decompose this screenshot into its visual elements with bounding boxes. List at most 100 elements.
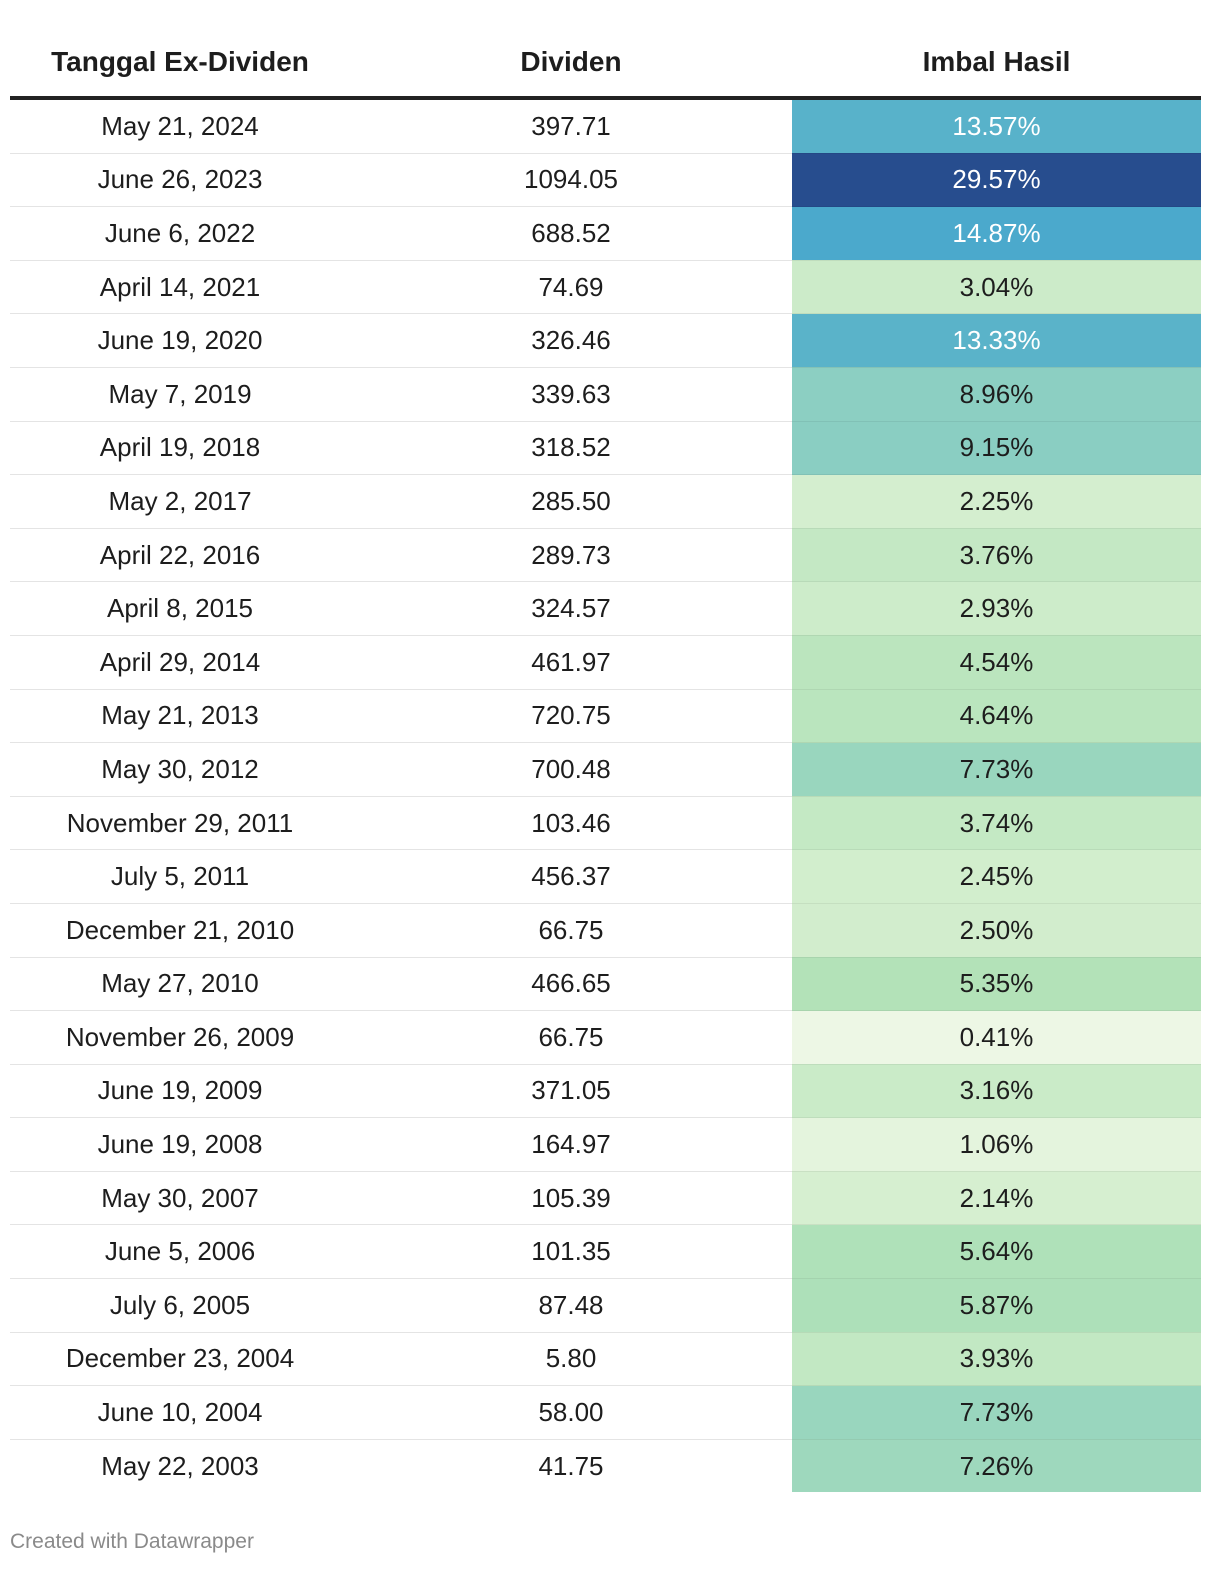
cell-dividend: 164.97: [350, 1117, 792, 1172]
cell-yield-heat: 13.33%: [792, 313, 1201, 368]
cell-yield-heat: 2.25%: [792, 474, 1201, 529]
table-row: June 26, 2023 1094.05 29.57%: [10, 152, 1201, 207]
cell-ex-dividend-date: June 6, 2022: [10, 206, 350, 261]
cell-yield-heat: 7.26%: [792, 1438, 1201, 1493]
dividend-table: Tanggal Ex-Dividen Dividen Imbal Hasil M…: [10, 28, 1201, 1493]
cell-yield-heat: 5.35%: [792, 956, 1201, 1011]
cell-ex-dividend-date: May 7, 2019: [10, 366, 350, 422]
cell-dividend: 688.52: [350, 206, 792, 261]
cell-ex-dividend-date: July 6, 2005: [10, 1278, 350, 1333]
cell-ex-dividend-date: May 30, 2012: [10, 742, 350, 797]
cell-ex-dividend-date: May 2, 2017: [10, 474, 350, 529]
cell-dividend: 456.37: [350, 849, 792, 904]
cell-ex-dividend-date: May 30, 2007: [10, 1170, 350, 1225]
cell-ex-dividend-date: May 21, 2013: [10, 688, 350, 743]
table-row: May 7, 2019 339.63 8.96%: [10, 366, 1201, 422]
cell-yield-heat: 3.93%: [792, 1331, 1201, 1386]
cell-dividend: 285.50: [350, 474, 792, 529]
cell-dividend: 461.97: [350, 634, 792, 690]
cell-ex-dividend-date: May 27, 2010: [10, 956, 350, 1011]
cell-dividend: 66.75: [350, 1010, 792, 1065]
table-row: April 19, 2018 318.52 9.15%: [10, 420, 1201, 475]
cell-ex-dividend-date: December 21, 2010: [10, 902, 350, 957]
cell-yield-heat: 3.04%: [792, 259, 1201, 314]
table-row: July 5, 2011 456.37 2.45%: [10, 849, 1201, 904]
cell-dividend: 101.35: [350, 1224, 792, 1279]
table-row: June 19, 2020 326.46 13.33%: [10, 313, 1201, 368]
cell-yield-heat: 2.14%: [792, 1170, 1201, 1225]
table-row: May 30, 2012 700.48 7.73%: [10, 742, 1201, 797]
cell-dividend: 1094.05: [350, 152, 792, 207]
cell-ex-dividend-date: April 14, 2021: [10, 259, 350, 314]
cell-dividend: 74.69: [350, 259, 792, 314]
cell-yield-heat: 2.93%: [792, 581, 1201, 636]
table-row: December 21, 2010 66.75 2.50%: [10, 902, 1201, 957]
cell-dividend: 289.73: [350, 527, 792, 582]
cell-ex-dividend-date: April 22, 2016: [10, 527, 350, 582]
cell-ex-dividend-date: April 8, 2015: [10, 581, 350, 636]
cell-yield-heat: 0.41%: [792, 1010, 1201, 1065]
cell-dividend: 339.63: [350, 366, 792, 422]
table-row: November 29, 2011 103.46 3.74%: [10, 795, 1201, 850]
cell-yield-heat: 7.73%: [792, 742, 1201, 797]
table-row: April 29, 2014 461.97 4.54%: [10, 634, 1201, 690]
cell-ex-dividend-date: November 29, 2011: [10, 795, 350, 850]
cell-dividend: 397.71: [531, 110, 611, 141]
cell-ex-dividend-date: June 19, 2009: [10, 1063, 350, 1118]
cell-yield-heat: 4.54%: [792, 634, 1201, 690]
cell-dividend: 324.57: [350, 581, 792, 636]
cell-ex-dividend-date: May 22, 2003: [10, 1438, 350, 1493]
cell-ex-dividend-date: April 29, 2014: [10, 634, 350, 690]
cell-dividend: 66.75: [350, 902, 792, 957]
cell-ex-dividend-date: June 5, 2006: [10, 1224, 350, 1279]
table-row: June 6, 2022 688.52 14.87%: [10, 206, 1201, 261]
table-row: June 5, 2006 101.35 5.64%: [10, 1224, 1201, 1279]
cell-ex-dividend-date: May 21, 2024: [101, 110, 259, 141]
table-row: June 10, 2004 58.00 7.73%: [10, 1385, 1201, 1440]
table-header-row: Tanggal Ex-Dividen Dividen Imbal Hasil: [10, 28, 1201, 100]
table-row: June 19, 2008 164.97 1.06%: [10, 1117, 1201, 1172]
cell-ex-dividend-date: November 26, 2009: [10, 1010, 350, 1065]
cell-yield-heat: 14.87%: [792, 206, 1201, 261]
cell-yield-heat: 3.16%: [792, 1063, 1201, 1118]
cell-ex-dividend-date: July 5, 2011: [10, 849, 350, 904]
table-row: April 8, 2015 324.57 2.93%: [10, 581, 1201, 636]
cell-dividend: 87.48: [350, 1278, 792, 1333]
cell-dividend: 58.00: [350, 1385, 792, 1440]
cell-yield-heat: 9.15%: [792, 420, 1201, 475]
table-row: April 22, 2016 289.73 3.76%: [10, 527, 1201, 582]
footer-credit: Created with Datawrapper: [10, 1530, 254, 1553]
table-row: November 26, 2009 66.75 0.41%: [10, 1010, 1201, 1065]
cell-dividend: 326.46: [350, 313, 792, 368]
column-header-dividend[interactable]: Dividen: [350, 28, 792, 100]
cell-yield-heat: 1.06%: [792, 1117, 1201, 1172]
cell-yield-heat: 29.57%: [792, 152, 1201, 207]
cell-ex-dividend-date: June 26, 2023: [10, 152, 350, 207]
table-row: May 22, 2003 41.75 7.26%: [10, 1438, 1201, 1493]
column-header-ex-dividend-date[interactable]: Tanggal Ex-Dividen: [10, 28, 350, 100]
table-row: May 21, 2024 397.71 13.57%: [10, 98, 1201, 154]
table-row: May 2, 2017 285.50 2.25%: [10, 474, 1201, 529]
cell-dividend: 466.65: [350, 956, 792, 1011]
cell-dividend: 700.48: [350, 742, 792, 797]
cell-dividend: 720.75: [350, 688, 792, 743]
cell-yield-heat: 7.73%: [792, 1385, 1201, 1440]
table-row: December 23, 2004 5.80 3.93%: [10, 1331, 1201, 1386]
cell-ex-dividend-date: June 19, 2020: [10, 313, 350, 368]
cell-ex-dividend-date: June 10, 2004: [10, 1385, 350, 1440]
cell-ex-dividend-date: June 19, 2008: [10, 1117, 350, 1172]
table-row: April 14, 2021 74.69 3.04%: [10, 259, 1201, 314]
cell-dividend: 105.39: [350, 1170, 792, 1225]
cell-yield-heat: 4.64%: [792, 688, 1201, 743]
cell-ex-dividend-date: April 19, 2018: [10, 420, 350, 475]
dividend-table-container: Tanggal Ex-Dividen Dividen Imbal Hasil M…: [10, 28, 1201, 1493]
cell-yield-heat: 13.57%: [792, 98, 1201, 154]
column-header-yield[interactable]: Imbal Hasil: [792, 28, 1201, 100]
cell-dividend: 41.75: [350, 1438, 792, 1493]
cell-ex-dividend-date: December 23, 2004: [10, 1331, 350, 1386]
table-row: June 19, 2009 371.05 3.16%: [10, 1063, 1201, 1118]
cell-dividend: 318.52: [350, 420, 792, 475]
table-body: May 21, 2024 397.71 13.57% June 26, 2023 109…: [10, 98, 1201, 1493]
cell-yield-heat: 8.96%: [792, 366, 1201, 422]
cell-yield-heat: 3.74%: [792, 795, 1201, 850]
